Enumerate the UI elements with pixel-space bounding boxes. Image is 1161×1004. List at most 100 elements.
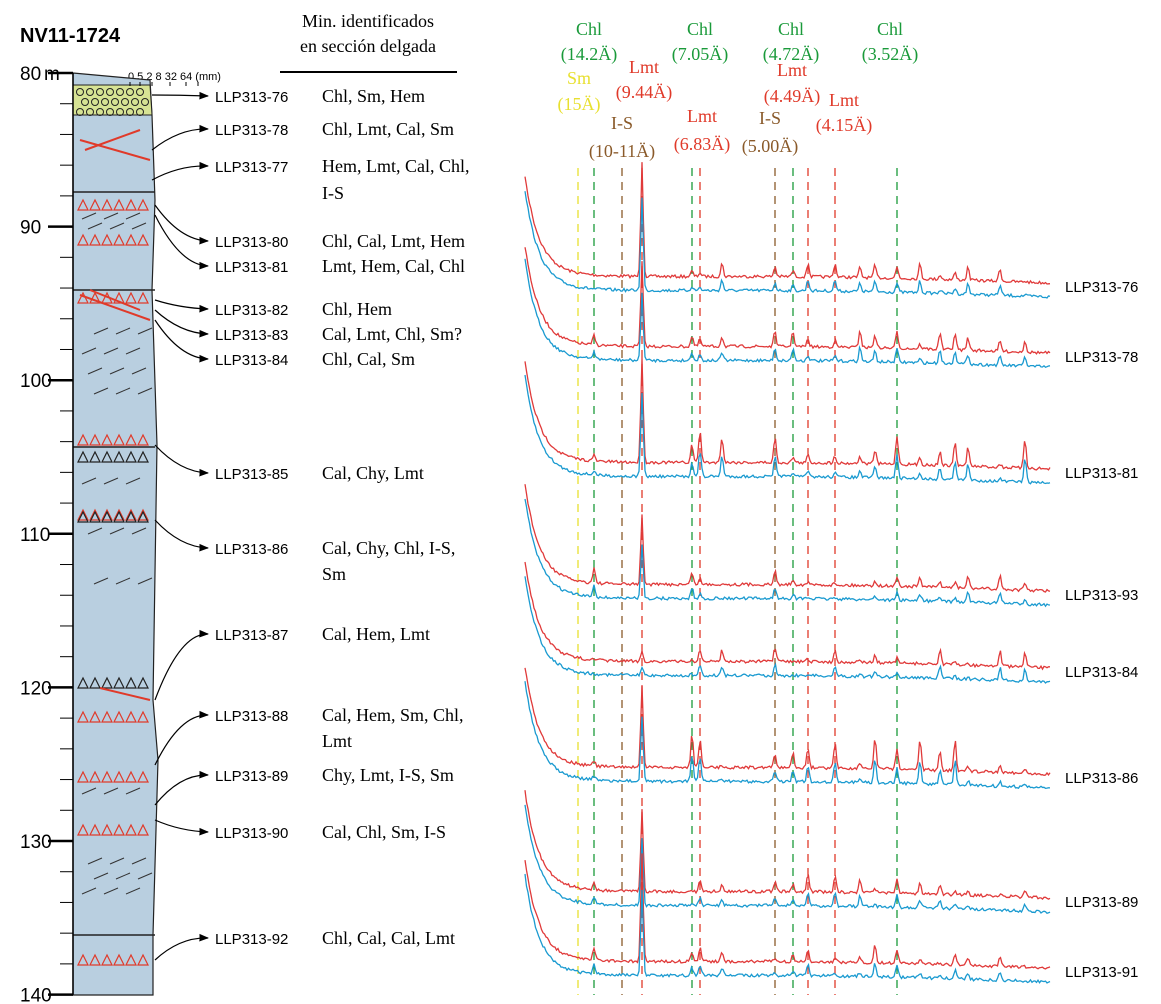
pebble <box>96 88 104 96</box>
peak-spacing: (9.44Ä) <box>616 82 673 103</box>
clast <box>87 367 103 375</box>
breccia <box>101 233 113 246</box>
breccia <box>125 508 137 521</box>
breccia <box>125 676 137 689</box>
sample-arrow <box>154 819 209 836</box>
column-details <box>73 88 155 966</box>
peak-mineral: Chl <box>778 19 804 39</box>
sample-minerals: Cal, Chl, Sm, I-S <box>322 822 446 842</box>
pebble <box>111 98 119 106</box>
sample-id: LLP313-89 <box>215 768 288 785</box>
breccia <box>125 953 137 966</box>
pattern-label: LLP313-93 <box>1065 587 1138 604</box>
breccia <box>125 823 137 836</box>
clast <box>87 857 103 865</box>
breccia <box>125 450 137 463</box>
heading: Min. identificados <box>302 11 434 31</box>
clast <box>87 222 103 230</box>
pebble <box>91 98 99 106</box>
breccia <box>113 450 125 463</box>
xrd-pattern <box>524 873 1051 984</box>
breccia <box>113 676 125 689</box>
clast <box>137 577 153 585</box>
sample-id: LLP313-77 <box>215 159 288 176</box>
sample-minerals: Cal, Hem, Sm, Chl, <box>322 705 464 725</box>
peak-mineral: Chl <box>576 19 602 39</box>
sample-minerals: Chl, Cal, Cal, Lmt <box>322 928 455 948</box>
clast <box>115 577 131 585</box>
clast <box>125 887 141 895</box>
breccia <box>101 508 113 521</box>
peak-mineral: Lmt <box>629 57 659 77</box>
breccia <box>77 508 89 521</box>
peak-mineral: Sm <box>567 68 591 88</box>
sample-minerals: Cal, Lmt, Chl, Sm? <box>322 324 462 344</box>
breccia <box>113 770 125 783</box>
breccia <box>89 198 101 211</box>
sample-arrow <box>154 629 209 701</box>
clast <box>125 347 141 355</box>
pebble <box>126 88 134 96</box>
clast <box>81 212 97 220</box>
sample-minerals: Chl, Cal, Sm <box>322 349 415 369</box>
xrd-panel: Chl (14.2Ä) Sm (15Ä) Lmt (9.44Ä) I-S (10-11Ä) Ch… <box>524 19 1138 995</box>
grain-scale: 0.5 2 8 32 64 (mm) <box>128 71 221 83</box>
pebble <box>96 108 104 116</box>
breccia <box>137 291 149 304</box>
sample-minerals: Lmt, Hem, Cal, Chl <box>322 256 465 276</box>
breccia <box>125 233 137 246</box>
peak-spacing: (14.2Ä) <box>561 44 618 65</box>
sample-arrow <box>154 933 209 961</box>
clast <box>137 872 153 880</box>
sample-minerals: Chl, Cal, Lmt, Hem <box>322 231 465 251</box>
pebble <box>116 88 124 96</box>
pebble <box>131 98 139 106</box>
xrd-pattern <box>524 258 1051 368</box>
breccia <box>89 433 101 446</box>
vein <box>79 294 151 321</box>
breccia <box>113 823 125 836</box>
breccia <box>125 198 137 211</box>
depth-label: 100 <box>20 371 52 392</box>
clast <box>93 872 109 880</box>
clast <box>125 787 141 795</box>
sample-id: LLP313-85 <box>215 466 288 483</box>
breccia <box>89 953 101 966</box>
sample-arrow <box>154 214 209 270</box>
xrd-pattern <box>524 576 1051 684</box>
pebble <box>116 108 124 116</box>
breccia <box>113 291 125 304</box>
xrd-pattern <box>524 561 1050 671</box>
pebble <box>81 98 89 106</box>
breccia <box>113 198 125 211</box>
depth-label: 80 <box>20 64 41 85</box>
clast <box>125 212 141 220</box>
clast <box>115 387 131 395</box>
depth-label: 130 <box>20 832 52 853</box>
depth-label: 90 <box>20 218 41 239</box>
breccia <box>113 510 125 523</box>
xrd-pattern <box>524 247 1051 355</box>
pattern-label: LLP313-76 <box>1065 279 1138 296</box>
peak-mineral: Chl <box>687 19 713 39</box>
xrd-pattern <box>524 681 1051 789</box>
pebble <box>136 108 144 116</box>
clast <box>81 477 97 485</box>
clast <box>103 477 119 485</box>
sample-arrow <box>154 309 209 338</box>
clast <box>131 367 147 375</box>
peak-mineral: I-S <box>611 113 633 133</box>
pebble <box>86 88 94 96</box>
sample-minerals: I-S <box>322 183 344 203</box>
clast <box>109 222 125 230</box>
breccia <box>101 823 113 836</box>
vein <box>89 289 141 311</box>
sample-arrow <box>154 770 209 806</box>
clast <box>103 887 119 895</box>
sample-minerals: Chl, Hem <box>322 299 392 319</box>
breccia <box>101 710 113 723</box>
sample-arrow <box>154 710 209 766</box>
xrd-pattern <box>524 804 1051 915</box>
breccia <box>137 433 149 446</box>
